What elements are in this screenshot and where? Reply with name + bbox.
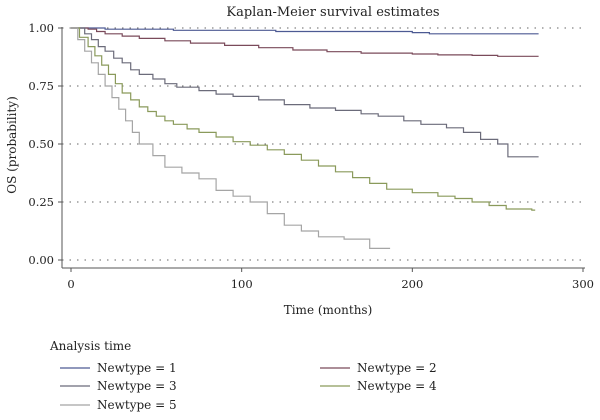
y-tick-label: 0.50 [28,137,54,151]
survival-curve-4 [71,27,536,211]
legend-label: Newtype = 1 [97,361,177,375]
legend: Newtype = 1 Newtype = 2 Newtype = 3 Newtype… [60,361,437,412]
x-tick-label: 100 [231,277,253,291]
legend-label: Newtype = 2 [357,361,437,375]
chart-title: Kaplan-Meier survival estimates [226,5,439,20]
legend-title: Analysis time [49,339,131,353]
survival-curve-3 [71,27,539,158]
x-axis-title: Time (months) [284,303,373,317]
legend-item-1: Newtype = 1 [60,361,177,375]
y-axis-title: OS (probability) [5,96,19,194]
survival-curve-2 [71,27,539,57]
y-tick-label: 0.00 [28,253,54,267]
x-tick-label: 0 [67,277,74,291]
survival-curve-1 [71,27,539,35]
y-tick-label: 0.75 [28,79,54,93]
legend-item-3: Newtype = 3 [60,379,177,393]
legend-label: Newtype = 5 [97,398,177,412]
x-tick-label: 200 [401,277,423,291]
legend-label: Newtype = 4 [357,379,437,393]
legend-item-5: Newtype = 5 [60,398,177,412]
y-tick-label: 0.25 [28,195,54,209]
survival-curves [71,27,539,249]
legend-item-4: Newtype = 4 [320,379,437,393]
axes: 0.00 0.25 0.50 0.75 1.00 0 100 200 300 [28,21,594,291]
y-tick-label: 1.00 [28,21,54,35]
legend-item-2: Newtype = 2 [320,361,437,375]
survival-curve-5 [71,27,391,249]
legend-label: Newtype = 3 [97,379,177,393]
x-tick-label: 300 [572,277,594,291]
